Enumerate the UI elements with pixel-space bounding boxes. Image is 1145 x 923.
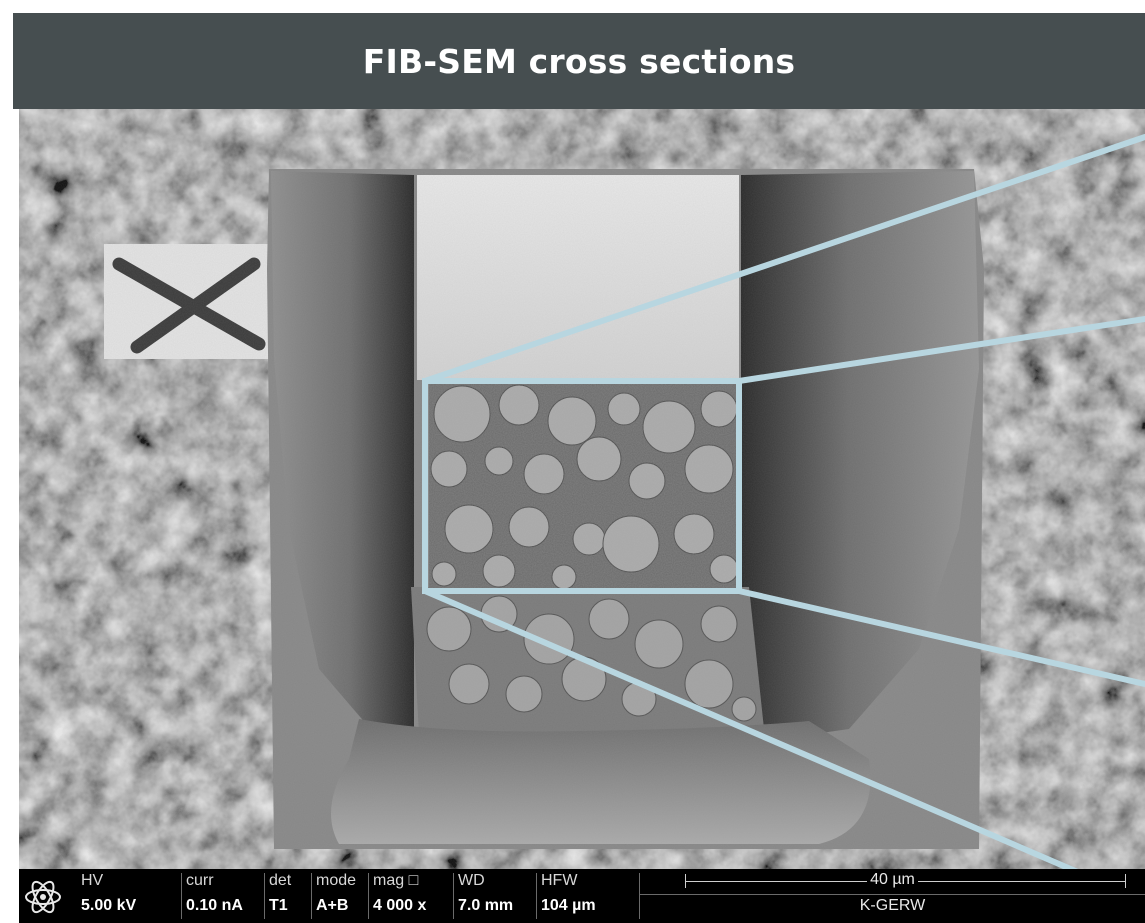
databar-field-det: det T1 xyxy=(269,872,292,914)
databar-divider xyxy=(640,894,1145,895)
scale-bar-tick-right xyxy=(1125,874,1126,888)
callout-line-top-left xyxy=(422,134,1145,384)
databar-field-hfw: HFW 104 µm xyxy=(541,872,596,914)
databar-separator xyxy=(368,873,369,919)
instrument-label: K-GERW xyxy=(859,897,926,914)
databar-field-hv: HV 5.00 kV xyxy=(81,872,137,914)
zoom-box xyxy=(422,378,742,594)
databar-field-curr: curr 0.10 nA xyxy=(186,872,243,914)
databar-field-wd: WD 7.0 mm xyxy=(458,872,514,914)
databar-separator xyxy=(639,873,640,919)
databar-separator xyxy=(536,873,537,919)
figure-title: FIB-SEM cross sections xyxy=(362,41,796,81)
databar-separator xyxy=(181,873,182,919)
sem-databar: HV 5.00 kV curr 0.10 nA det T1 mode A+B … xyxy=(19,869,1145,923)
title-bar: FIB-SEM cross sections xyxy=(13,13,1145,109)
zoom-callout xyxy=(422,134,1145,869)
callout-line-bottom-right xyxy=(736,588,1145,687)
scale-bar-tick-left xyxy=(685,874,686,888)
callout-line-top-right xyxy=(736,316,1145,384)
sem-micrograph xyxy=(19,109,1145,869)
scale-bar: 40 µm K-GERW xyxy=(640,869,1145,923)
databar-separator xyxy=(311,873,312,919)
databar-field-mag: mag □ 4 000 x xyxy=(373,872,427,914)
scale-bar-label: 40 µm xyxy=(867,871,918,888)
atom-logo-icon xyxy=(25,880,61,914)
databar-field-mode: mode A+B xyxy=(316,872,357,914)
databar-separator xyxy=(264,873,265,919)
databar-separator xyxy=(453,873,454,919)
callout-line-bottom-left xyxy=(422,588,1079,869)
